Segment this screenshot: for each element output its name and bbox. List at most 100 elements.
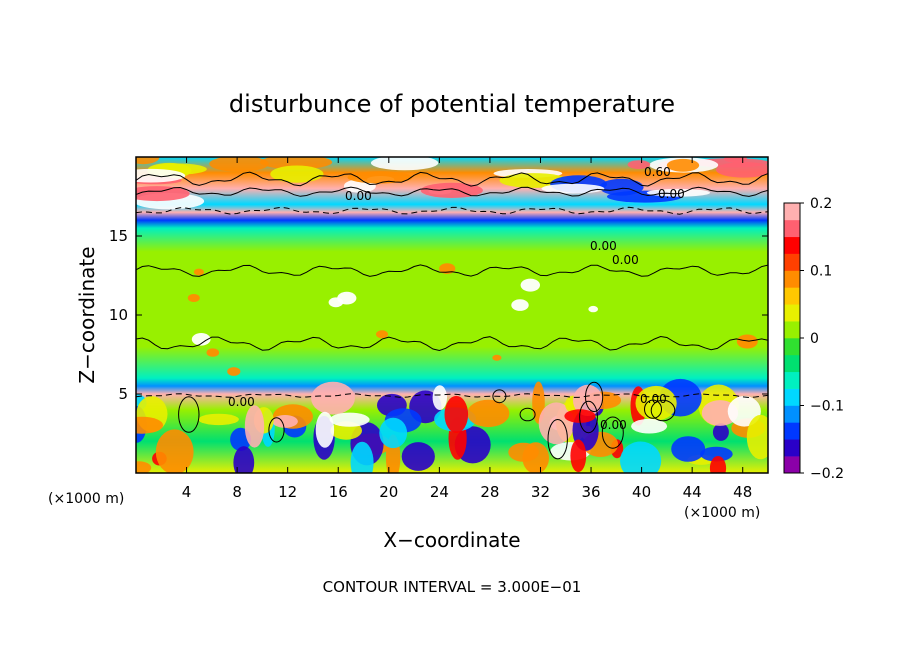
- colorbar-tick-label: 0.1: [810, 264, 832, 280]
- field-blob: [233, 446, 255, 473]
- contour-label: 0.00: [590, 239, 617, 253]
- colorbar-ticks: 0.2 0.1 0 −0.1 −0.2: [800, 196, 844, 482]
- colorbar-swatch: [784, 338, 800, 356]
- x-tick-label: 12: [278, 483, 297, 501]
- colorbar-swatch: [784, 270, 800, 288]
- field-blob: [588, 305, 598, 313]
- field-blob: [270, 165, 324, 183]
- field-blob: [209, 157, 269, 172]
- contour-label: 0.00: [345, 189, 372, 203]
- contour-loop: [547, 419, 568, 460]
- contour-line: [136, 171, 768, 187]
- field-blob: [311, 381, 355, 415]
- x-tick-label: 36: [581, 483, 600, 501]
- field-blob: [570, 439, 587, 473]
- field-blob: [136, 168, 186, 183]
- contour-label: 0.60: [644, 165, 671, 179]
- field-blob: [329, 412, 370, 427]
- x-tick-label: 48: [733, 483, 752, 501]
- x-unit-left: (×1000 m): [48, 491, 124, 507]
- contour-line: [136, 186, 768, 197]
- x-tick-label: 8: [232, 483, 242, 501]
- contour-label: 0.00: [612, 253, 639, 267]
- field-blob: [191, 333, 211, 346]
- contour-lines: [136, 171, 768, 460]
- field-blob: [492, 354, 502, 361]
- chart-title: disturbunce of potential temperature: [229, 90, 675, 118]
- y-axis: 5 10 15: [109, 227, 768, 403]
- contour-loop: [585, 381, 604, 413]
- colorbar-swatch: [784, 304, 800, 322]
- field-blob: [635, 385, 677, 421]
- colorbar-swatch: [784, 253, 800, 271]
- field-blob: [198, 413, 239, 426]
- field-blob: [260, 157, 333, 170]
- field-blob: [671, 436, 706, 462]
- contour-loop: [601, 416, 624, 449]
- field-blob: [379, 417, 408, 449]
- field-blob: [627, 160, 651, 170]
- y-tick-label: 5: [118, 385, 128, 403]
- colorbar-swatch: [784, 439, 800, 457]
- field-blob: [187, 294, 200, 302]
- colorbar-swatch: [784, 456, 800, 474]
- colorbar-swatch: [784, 354, 800, 373]
- contour-loop: [492, 389, 507, 404]
- x-tick-label: 28: [480, 483, 499, 501]
- field-blob: [631, 418, 668, 434]
- x-tick-label: 40: [632, 483, 651, 501]
- x-tick-label: 20: [379, 483, 398, 501]
- contour-label: 0.00: [640, 392, 667, 406]
- field-blob: [439, 263, 456, 274]
- colorbar-swatch: [784, 321, 800, 339]
- plot-area: [136, 157, 768, 473]
- field-blob: [244, 405, 265, 448]
- contour-line: [136, 393, 768, 399]
- field-blob: [337, 291, 357, 305]
- x-tick-label: 44: [683, 483, 702, 501]
- y-tick-label: 10: [109, 306, 128, 324]
- field-blob: [227, 367, 241, 376]
- field-blob: [370, 157, 439, 171]
- colorbar-swatch: [784, 371, 800, 389]
- x-unit-right: (×1000 m): [684, 505, 760, 521]
- colorbar-swatch: [784, 236, 800, 254]
- field-blob: [520, 278, 540, 292]
- field-blob: [508, 442, 539, 462]
- colorbar-swatch: [784, 405, 800, 423]
- field-blob: [712, 423, 729, 441]
- x-tick-label: 16: [329, 483, 348, 501]
- colorbar-tick-label: −0.1: [810, 399, 844, 415]
- colorbar-swatch: [784, 203, 800, 221]
- field-blob: [136, 416, 164, 434]
- contour-loop: [650, 399, 676, 422]
- field-blob: [715, 162, 768, 178]
- colorbar-tick-label: 0: [810, 331, 819, 347]
- field-blob: [376, 330, 388, 339]
- field-blob: [599, 178, 644, 196]
- field-blob: [206, 348, 220, 357]
- field-blob: [315, 411, 335, 448]
- field-blob: [538, 402, 575, 445]
- field-blob: [432, 385, 447, 410]
- field-blob: [573, 384, 603, 416]
- field-blob: [401, 442, 435, 471]
- contour-loop: [268, 417, 285, 443]
- field-anomalies: [136, 157, 768, 473]
- colorbar-swatch: [784, 287, 800, 305]
- contour-interval-note: CONTOUR INTERVAL = 3.000E−01: [323, 578, 582, 596]
- field-blob: [646, 188, 711, 197]
- x-tick-label: 4: [182, 483, 192, 501]
- contour-loop: [579, 400, 598, 434]
- contour-loop: [644, 399, 662, 419]
- contour-label-group: 0.00 0.000.000.000.000.600.00 0.00: [228, 165, 685, 432]
- x-axis: 4 8 12 16 20 24 28 32 36 40 44 48: [182, 157, 752, 501]
- colorbar-tick-label: −0.2: [810, 466, 844, 482]
- field-blob: [467, 399, 510, 428]
- colorbar-swatch: [784, 422, 800, 440]
- field-blob: [136, 157, 160, 165]
- contour-label: 0.00: [658, 187, 685, 201]
- field-blob: [746, 414, 768, 460]
- field-blob: [541, 183, 605, 194]
- y-axis-label: Z−coordinate: [75, 246, 99, 383]
